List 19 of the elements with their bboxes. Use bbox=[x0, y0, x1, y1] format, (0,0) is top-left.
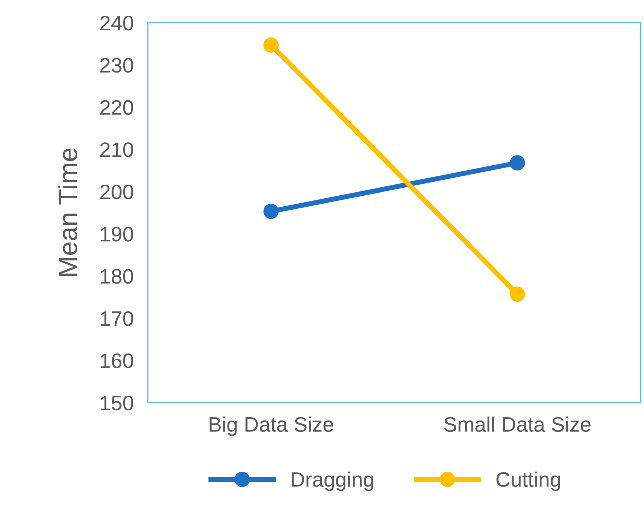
y-tick-label: 190 bbox=[101, 227, 134, 242]
y-tick-label: 150 bbox=[101, 396, 134, 411]
point bbox=[264, 204, 279, 220]
y-axis-title: Mean Time bbox=[58, 148, 78, 276]
y-tick-label: 240 bbox=[100, 16, 134, 31]
x-tick-label: Big Data Size bbox=[210, 416, 334, 436]
point bbox=[510, 155, 526, 171]
y-tick-label: 230 bbox=[100, 58, 134, 73]
legend-label: Cutting bbox=[496, 472, 560, 492]
y-tick-label: 160 bbox=[101, 354, 134, 368]
y-tick-label: 220 bbox=[100, 100, 134, 116]
y-tick-label: 200 bbox=[100, 184, 134, 200]
point bbox=[264, 38, 279, 53]
legend-label: Dragging bbox=[292, 472, 374, 492]
point bbox=[510, 286, 526, 302]
y-tick-label: 180 bbox=[101, 269, 134, 284]
y-tick-label: 210 bbox=[100, 142, 134, 158]
x-tick-label: Small Data Size bbox=[444, 416, 591, 432]
y-tick-label: 170 bbox=[101, 311, 134, 326]
